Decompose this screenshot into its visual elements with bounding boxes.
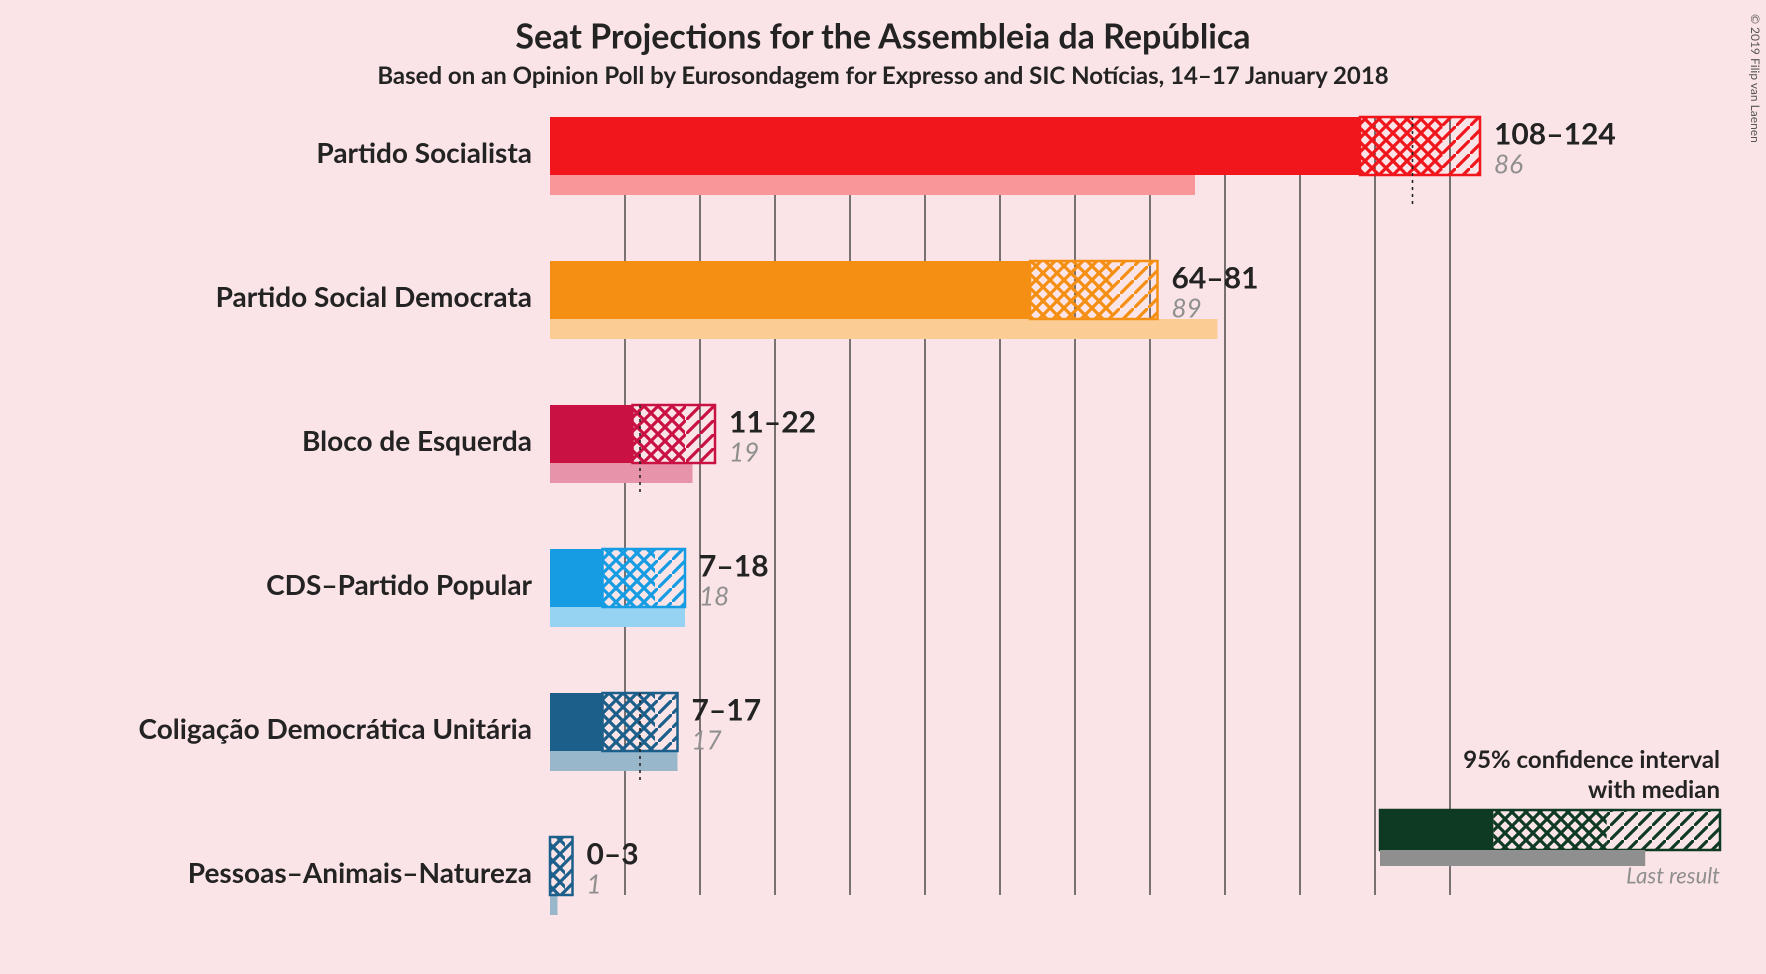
party-label: Bloco de Esquerda <box>302 423 532 457</box>
legend-last-label: Last result <box>1626 862 1720 889</box>
chart-title: Seat Projections for the Assembleia da R… <box>515 16 1250 57</box>
bar-solid <box>550 405 633 463</box>
value-label: 7–18 <box>699 548 769 584</box>
bar-crosshatch-inner <box>1030 261 1060 319</box>
bar-crosshatch <box>618 549 656 607</box>
last-result-bar <box>550 751 678 771</box>
bar-crosshatch-inner <box>633 405 656 463</box>
bar-diagonal <box>685 405 715 463</box>
bar-crosshatch <box>1060 261 1113 319</box>
last-result-bar <box>550 175 1195 195</box>
party-label: Pessoas–Animais–Natureza <box>188 855 532 889</box>
bar-diagonal <box>655 549 685 607</box>
last-result-bar <box>550 607 685 627</box>
party-label: Coligação Democrática Unitária <box>138 711 532 745</box>
bar-solid <box>550 693 603 751</box>
last-value-label: 89 <box>1172 292 1202 324</box>
party-label: Partido Social Democrata <box>216 279 532 313</box>
bar-solid <box>550 261 1030 319</box>
last-value-label: 18 <box>699 580 729 612</box>
bar-crosshatch <box>655 405 685 463</box>
legend-diagonal <box>1607 810 1720 850</box>
last-result-bar <box>550 463 693 483</box>
chart-subtitle: Based on an Opinion Poll by Eurosondagem… <box>377 61 1388 90</box>
value-label: 7–17 <box>692 692 762 728</box>
legend-crosshatch <box>1493 810 1606 850</box>
last-result-bar <box>550 319 1218 339</box>
value-label: 11–22 <box>729 404 816 440</box>
bar-crosshatch-inner <box>603 549 618 607</box>
value-label: 108–124 <box>1494 116 1616 152</box>
bar-crosshatch-inner <box>1360 117 1398 175</box>
value-label: 64–81 <box>1172 260 1259 296</box>
last-result-bar <box>550 895 558 915</box>
value-label: 0–3 <box>587 836 639 872</box>
party-label: CDS–Partido Popular <box>266 567 532 601</box>
bar-solid <box>550 117 1360 175</box>
bar-crosshatch-inner <box>603 693 626 751</box>
bar-crosshatch <box>558 837 566 895</box>
party-label: Partido Socialista <box>316 135 532 169</box>
copyright-text: © 2019 Filip van Laenen <box>1748 14 1763 143</box>
last-value-label: 86 <box>1494 148 1523 180</box>
legend-line-1: 95% confidence interval <box>1463 745 1720 774</box>
legend-last-bar <box>1380 850 1645 866</box>
last-value-label: 19 <box>729 436 759 468</box>
bar-diagonal <box>655 693 678 751</box>
bar-crosshatch <box>1398 117 1443 175</box>
legend-solid <box>1380 810 1493 850</box>
bar-diagonal <box>1113 261 1158 319</box>
legend-line-2: with median <box>1588 775 1720 804</box>
last-value-label: 1 <box>587 868 602 900</box>
bar-solid <box>550 549 603 607</box>
bar-diagonal <box>1443 117 1481 175</box>
last-value-label: 17 <box>692 724 722 756</box>
